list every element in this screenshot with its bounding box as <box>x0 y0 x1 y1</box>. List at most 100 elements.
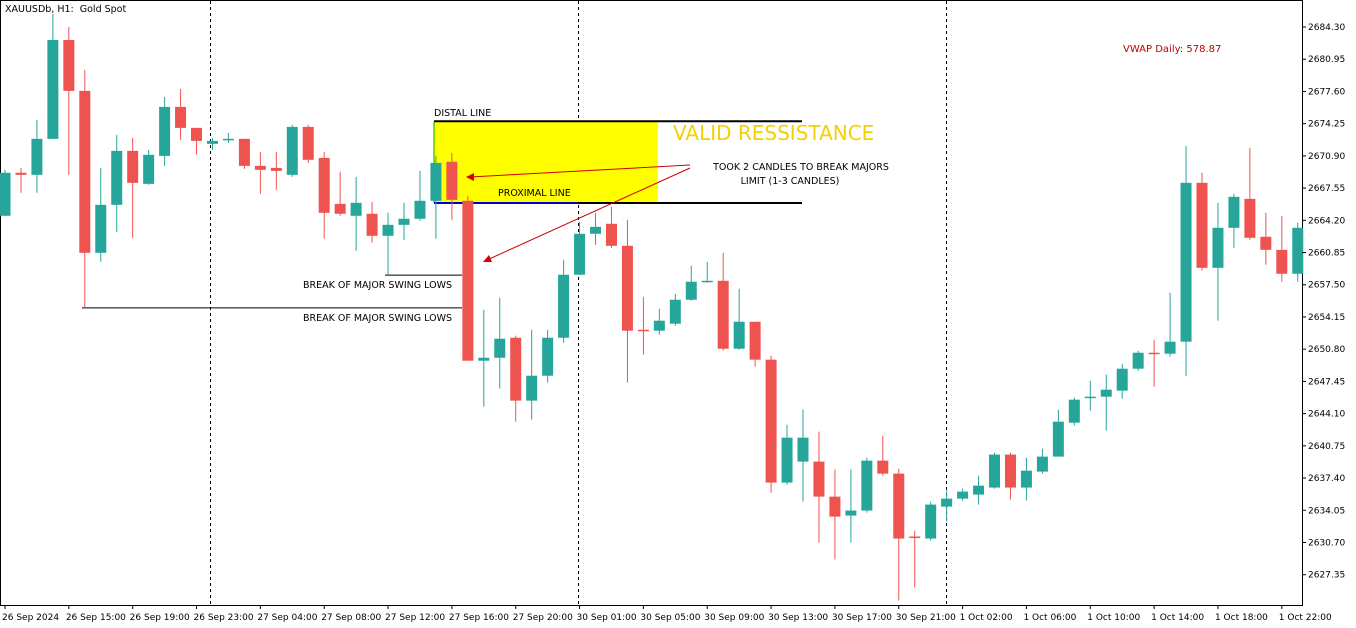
candle-body <box>1020 470 1032 488</box>
candle-body <box>1244 198 1256 238</box>
x-tick-label: 30 Sep 17:00 <box>832 613 892 623</box>
candle-body <box>127 150 139 183</box>
candle-body <box>15 172 27 175</box>
candle-body <box>191 127 203 141</box>
candle-body <box>95 204 107 253</box>
candle-body <box>877 460 889 474</box>
candle-body <box>1260 236 1272 250</box>
y-tick-label: 2667.55 <box>1308 184 1345 194</box>
candle-body <box>1100 389 1112 397</box>
x-tick-label: 30 Sep 01:00 <box>577 613 637 623</box>
x-tick-label: 1 Oct 22:00 <box>1279 613 1332 623</box>
y-tick-label: 2634.05 <box>1308 506 1345 516</box>
note-line: LIMIT (1-3 CANDLES) <box>741 176 840 187</box>
y-tick-label: 2630.70 <box>1308 538 1345 548</box>
candle-body <box>717 280 729 349</box>
candle-body <box>542 337 554 376</box>
candle-body <box>1180 182 1192 342</box>
y-tick-label: 2684.30 <box>1308 23 1345 33</box>
candle-body <box>669 299 681 324</box>
candle-body <box>701 280 713 283</box>
y-tick-label: 2677.60 <box>1308 87 1345 97</box>
candle-body <box>909 536 921 539</box>
x-tick-label: 1 Oct 14:00 <box>1151 613 1204 623</box>
candle-body <box>238 138 250 166</box>
x-tick-label: 30 Sep 13:00 <box>768 613 828 623</box>
candle-body <box>558 274 570 338</box>
x-tick-label: 27 Sep 16:00 <box>449 613 509 623</box>
candle-body <box>973 485 985 495</box>
x-tick-label: 30 Sep 21:00 <box>896 613 956 623</box>
distal-label: DISTAL LINE <box>434 108 491 119</box>
candle-body <box>1148 352 1160 355</box>
x-tick-label: 27 Sep 20:00 <box>513 613 573 623</box>
proximal-label: PROXIMAL LINE <box>498 188 571 199</box>
candle-body <box>590 226 602 234</box>
candle-body <box>446 161 458 200</box>
y-tick-label: 2627.35 <box>1308 571 1345 581</box>
y-tick-label: 2644.10 <box>1308 410 1345 420</box>
candle-body <box>382 224 394 236</box>
candle-body <box>621 245 633 331</box>
candle-body <box>206 140 218 144</box>
chart-title: XAUUSDb, H1: Gold Spot <box>5 4 126 15</box>
candle-body <box>430 162 442 201</box>
x-tick-label: 26 Sep 15:00 <box>66 613 126 623</box>
arrow-head <box>466 173 474 181</box>
arrow <box>486 167 691 261</box>
candle-body <box>653 320 665 331</box>
zone-label: VALID RESSISTANCE <box>673 121 874 145</box>
candle-body <box>733 321 745 349</box>
candle-body <box>1212 227 1224 268</box>
x-tick-label: 26 Sep 19:00 <box>130 613 190 623</box>
candle-body <box>31 138 43 175</box>
candle-body <box>63 39 75 91</box>
candle-body <box>1084 396 1096 399</box>
candle-body <box>1052 421 1064 457</box>
candle-body <box>526 375 538 401</box>
x-tick-label: 1 Oct 10:00 <box>1087 613 1140 623</box>
candle-body <box>749 321 761 360</box>
candle-body <box>1004 454 1016 488</box>
x-tick-label: 26 Sep 2024 <box>2 613 59 623</box>
candle-body <box>1164 341 1176 354</box>
candle-body <box>1228 196 1240 228</box>
candle-body <box>685 281 697 300</box>
candle-body <box>957 491 969 499</box>
candle-body <box>478 357 490 361</box>
y-tick-label: 2660.85 <box>1308 249 1345 259</box>
resistance-zone <box>434 121 658 203</box>
candle-body <box>1116 368 1128 391</box>
x-tick-label: 27 Sep 08:00 <box>321 613 381 623</box>
candle-body <box>813 461 825 497</box>
candle-body <box>510 337 522 401</box>
swing-low-label: BREAK OF MAJOR SWING LOWS <box>303 280 452 291</box>
y-tick-label: 2650.80 <box>1308 345 1345 355</box>
candle-body <box>143 154 155 184</box>
candle-body <box>989 454 1001 488</box>
x-tick-label: 1 Oct 18:00 <box>1215 613 1268 623</box>
y-tick-label: 2674.25 <box>1308 120 1345 130</box>
candle-body <box>829 496 841 517</box>
x-tick-label: 30 Sep 05:00 <box>640 613 700 623</box>
candle-body <box>574 233 586 275</box>
arrow-head <box>483 255 492 262</box>
candle-body <box>270 167 282 171</box>
candle-body <box>845 510 857 516</box>
candle-body <box>781 437 793 483</box>
candle-body <box>1036 456 1048 472</box>
candle-body <box>366 213 378 236</box>
candle-body <box>637 329 649 332</box>
plot-frame <box>0 0 1303 606</box>
y-tick-label: 2640.75 <box>1308 442 1345 452</box>
candle-body <box>893 473 905 539</box>
note-line: TOOK 2 CANDLES TO BREAK MAJORS <box>712 162 889 173</box>
y-tick-label: 2670.90 <box>1308 152 1345 162</box>
x-tick-label: 27 Sep 04:00 <box>257 613 317 623</box>
candle-body <box>1068 399 1080 423</box>
y-tick-label: 2664.20 <box>1308 216 1345 226</box>
indicator-label: VWAP Daily: 578.87 <box>1123 44 1221 55</box>
candle-body <box>79 90 91 253</box>
candle-body <box>0 172 11 216</box>
